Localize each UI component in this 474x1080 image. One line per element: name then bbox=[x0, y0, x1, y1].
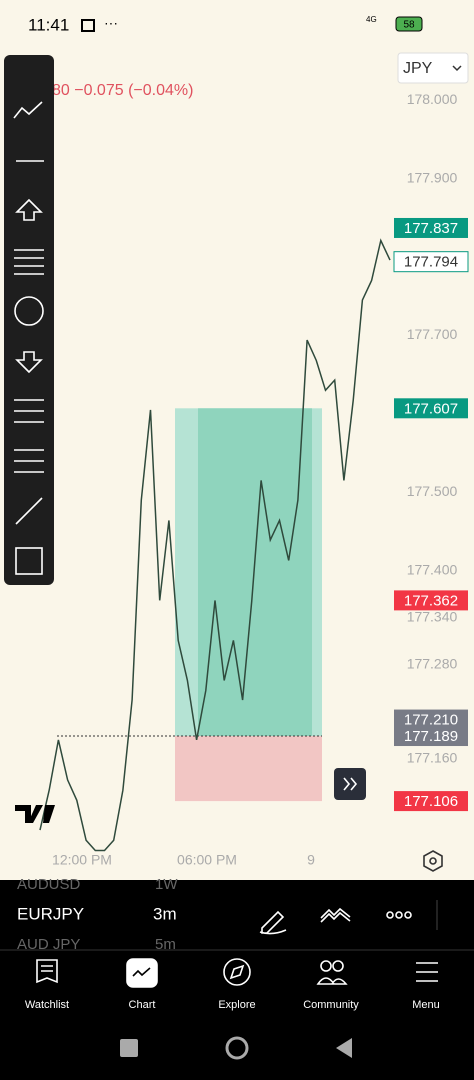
tool-long[interactable] bbox=[15, 198, 43, 221]
tool-line[interactable] bbox=[15, 497, 43, 525]
nav-icons bbox=[36, 958, 438, 988]
profit-zone-active bbox=[198, 408, 312, 737]
more-dot[interactable] bbox=[395, 911, 403, 919]
price-label: 177.362 bbox=[404, 592, 458, 609]
nav-icon bbox=[229, 964, 245, 980]
y-tick-label: 177.400 bbox=[407, 561, 458, 577]
price-label-bg bbox=[394, 726, 468, 747]
status-network: 4G bbox=[366, 15, 377, 24]
price-label-bg bbox=[394, 709, 468, 730]
interval[interactable]: 5m bbox=[155, 936, 176, 953]
system-home[interactable] bbox=[225, 1036, 249, 1060]
nav-icon[interactable] bbox=[36, 959, 58, 984]
nav-label[interactable]: Chart bbox=[129, 999, 156, 1011]
price-line bbox=[39, 238, 391, 852]
tool-short[interactable] bbox=[15, 351, 43, 374]
y-tick-label: 177.700 bbox=[407, 326, 458, 342]
x-tick-label: 12:00 PM bbox=[52, 852, 112, 868]
nav-label[interactable]: Community bbox=[303, 999, 359, 1011]
settings-dot bbox=[429, 857, 437, 865]
y-tick-label: 177.340 bbox=[407, 608, 458, 624]
price-label: 177.837 bbox=[404, 220, 458, 237]
symbol-strip bbox=[0, 880, 474, 950]
price-label-bg bbox=[394, 398, 468, 419]
logo bbox=[15, 805, 55, 823]
nav-icon-active[interactable] bbox=[126, 958, 158, 988]
symbol[interactable]: AUDUSD bbox=[17, 876, 81, 893]
draw-button[interactable] bbox=[259, 910, 287, 935]
status-battery: 58 bbox=[403, 20, 415, 31]
price-label-bg bbox=[393, 251, 469, 273]
price-label-bg bbox=[394, 590, 468, 611]
toolbar-bg bbox=[4, 55, 54, 585]
system-back[interactable] bbox=[336, 1038, 352, 1058]
nav-icon[interactable] bbox=[223, 958, 251, 986]
y-tick-label: 177.160 bbox=[407, 749, 458, 765]
tool-rect[interactable] bbox=[15, 547, 43, 575]
drawing-toolbar bbox=[4, 55, 54, 585]
price-label: 177.106 bbox=[404, 793, 458, 810]
tool-pitchfork[interactable] bbox=[14, 449, 44, 473]
price-label-bg bbox=[394, 791, 468, 812]
nav-icon bbox=[132, 967, 151, 977]
nav-icon[interactable] bbox=[416, 962, 438, 982]
nav-icon bbox=[332, 960, 344, 972]
system-recent[interactable] bbox=[120, 1039, 138, 1057]
more-dot[interactable] bbox=[386, 911, 394, 919]
price-label: 177.794 bbox=[404, 254, 458, 271]
price-label: 177.210 bbox=[404, 712, 458, 729]
y-tick-label: 177.500 bbox=[407, 483, 458, 499]
symbol[interactable]: AUD JPY bbox=[17, 936, 80, 953]
currency[interactable]: JPY bbox=[403, 60, 433, 77]
indicator-button[interactable] bbox=[320, 907, 351, 923]
tool-channel[interactable] bbox=[14, 399, 44, 423]
dropdown-caret bbox=[452, 65, 462, 72]
price-change: 80 −0.075 (−0.04%) bbox=[52, 82, 193, 99]
nav-icon bbox=[316, 977, 348, 985]
y-tick-label: 177.280 bbox=[407, 655, 458, 671]
nav-label[interactable]: Watchlist bbox=[25, 999, 69, 1011]
nav-label[interactable]: Menu bbox=[412, 999, 440, 1011]
battery bbox=[395, 16, 423, 32]
tool-fib[interactable] bbox=[14, 249, 44, 275]
tool-circle[interactable] bbox=[14, 296, 44, 326]
status-time: 11:41 bbox=[28, 15, 69, 34]
price-label: 177.607 bbox=[404, 400, 458, 417]
price-label-bg bbox=[394, 217, 468, 238]
nav-labels: Watchlist Chart Explore Community Menu bbox=[25, 999, 440, 1011]
interval[interactable]: 1W bbox=[155, 876, 178, 893]
more-dot[interactable] bbox=[404, 911, 412, 919]
scroll-icon bbox=[343, 777, 358, 791]
x-tick-label: 9 bbox=[307, 852, 315, 868]
status-icon bbox=[81, 19, 95, 32]
y-tick-label: 177.900 bbox=[407, 169, 458, 185]
interval[interactable]: 3m bbox=[153, 904, 177, 923]
loss-zone bbox=[175, 736, 322, 802]
settings[interactable] bbox=[423, 850, 443, 872]
nav-icon[interactable] bbox=[320, 960, 332, 972]
price-label: 177.189 bbox=[404, 728, 458, 745]
symbol[interactable]: EURJPY bbox=[17, 904, 84, 923]
nav-label[interactable]: Explore bbox=[218, 999, 255, 1011]
y-tick-label: 178.000 bbox=[407, 91, 458, 107]
currency-select[interactable] bbox=[397, 52, 469, 84]
status-more: ··· bbox=[104, 15, 118, 31]
tool-trend[interactable] bbox=[13, 101, 43, 119]
x-tick-label: 06:00 PM bbox=[177, 852, 237, 868]
plot: 178.000 177.900 177.700 177.500 177.400 177.3… bbox=[39, 91, 469, 868]
